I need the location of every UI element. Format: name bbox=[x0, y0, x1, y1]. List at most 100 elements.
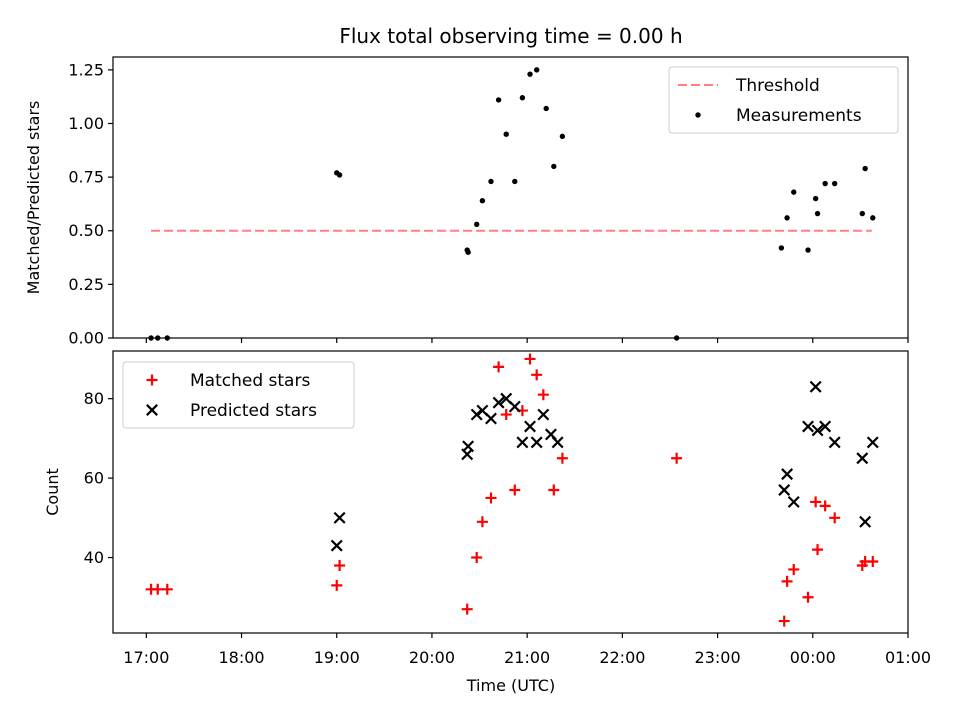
measurement-point bbox=[791, 189, 797, 195]
matched-star-point bbox=[461, 603, 473, 615]
measurement-point bbox=[822, 180, 828, 187]
matched-star-point bbox=[810, 496, 822, 508]
matched-star-point bbox=[331, 579, 343, 591]
matched-star-point bbox=[500, 409, 512, 421]
legend-measurement-swatch bbox=[695, 112, 701, 118]
x-tick-label: 00:00 bbox=[790, 648, 836, 667]
matched-star-point bbox=[531, 369, 543, 381]
matched-star-point bbox=[493, 361, 505, 373]
chart-title: Flux total observing time = 0.00 h bbox=[339, 24, 682, 48]
measurement-point bbox=[533, 67, 540, 73]
matched-star-point bbox=[867, 556, 879, 568]
legend-matched-swatch bbox=[146, 374, 158, 386]
predicted-star-point bbox=[551, 436, 564, 449]
matched-star-point bbox=[781, 575, 793, 587]
predicted-star-point bbox=[537, 408, 550, 421]
predicted-star-point bbox=[809, 380, 822, 393]
x-tick-label: 17:00 bbox=[123, 648, 169, 667]
x-tick-label: 19:00 bbox=[314, 648, 360, 667]
measurement-point bbox=[812, 195, 819, 202]
measurement-point bbox=[778, 245, 785, 251]
predicted-star-point bbox=[819, 420, 832, 433]
y-tick-label: 0.75 bbox=[68, 168, 104, 187]
legend-predicted-swatch bbox=[146, 404, 158, 416]
measurement-point bbox=[474, 221, 480, 228]
measurement-point bbox=[784, 215, 790, 221]
measurement-point bbox=[862, 165, 868, 172]
y-axis-label: Count bbox=[43, 468, 62, 516]
y-tick-label: 1.00 bbox=[68, 114, 104, 133]
matched-star-point bbox=[548, 484, 560, 496]
matched-star-point bbox=[778, 615, 790, 627]
legend-label: Matched stars bbox=[190, 371, 310, 391]
legend-label: Measurements bbox=[736, 106, 862, 126]
matched-star-point bbox=[334, 559, 346, 571]
matched-star-point bbox=[537, 389, 549, 401]
measurement-point bbox=[503, 131, 509, 137]
y-tick-label: 0.25 bbox=[68, 275, 104, 294]
measurement-point bbox=[551, 163, 557, 170]
predicted-star-point bbox=[811, 424, 824, 437]
predicted-star-point bbox=[524, 420, 536, 433]
measurement-point bbox=[543, 105, 549, 112]
measurement-point bbox=[488, 178, 494, 185]
y-tick-label: 60 bbox=[84, 469, 104, 488]
legend-box bbox=[668, 66, 899, 134]
predicted-star-point bbox=[330, 539, 343, 552]
predicted-star-point bbox=[470, 408, 483, 421]
predicted-star-point bbox=[802, 420, 815, 433]
measurement-point bbox=[814, 210, 821, 217]
measurement-point bbox=[805, 247, 811, 253]
matched-star-point bbox=[671, 452, 683, 464]
y-tick-label: 80 bbox=[84, 389, 104, 408]
matched-star-point bbox=[829, 512, 841, 524]
y-axis-label: Matched/Predicted stars bbox=[24, 101, 43, 295]
predicted-star-point bbox=[781, 468, 794, 481]
measurement-point bbox=[559, 133, 566, 140]
legend-box bbox=[122, 361, 355, 429]
matched-star-point bbox=[152, 583, 164, 595]
matched-star-point bbox=[476, 516, 488, 528]
axes-frame bbox=[112, 56, 909, 339]
x-axis-label: Time (UTC) bbox=[466, 676, 555, 695]
matched-star-point bbox=[509, 484, 521, 496]
measurement-point bbox=[512, 178, 518, 185]
matched-star-point bbox=[485, 492, 497, 504]
y-tick-label: 0.50 bbox=[68, 221, 104, 240]
y-tick-label: 0.00 bbox=[68, 329, 104, 348]
measurement-point bbox=[465, 249, 471, 255]
predicted-star-point bbox=[778, 484, 791, 496]
predicted-star-point bbox=[462, 440, 475, 453]
predicted-star-point bbox=[787, 495, 800, 508]
measurement-point bbox=[527, 71, 533, 77]
measurement-point bbox=[870, 215, 876, 221]
matched-star-point bbox=[812, 544, 824, 556]
legend-label: Threshold bbox=[735, 76, 820, 96]
y-tick-label: 1.25 bbox=[68, 60, 104, 79]
measurement-point bbox=[336, 172, 343, 178]
matched-star-point bbox=[819, 500, 831, 512]
x-tick-label: 22:00 bbox=[599, 648, 645, 667]
matched-star-point bbox=[471, 552, 483, 564]
predicted-star-point bbox=[856, 452, 869, 465]
y-tick-label: 40 bbox=[84, 548, 104, 567]
predicted-star-point bbox=[492, 396, 505, 409]
predicted-star-point bbox=[333, 511, 346, 524]
legend-label: Predicted stars bbox=[190, 401, 317, 421]
x-tick-label: 23:00 bbox=[695, 648, 741, 667]
predicted-star-point bbox=[828, 436, 841, 449]
predicted-star-point bbox=[485, 412, 497, 425]
matched-star-point bbox=[788, 563, 800, 575]
predicted-star-point bbox=[516, 436, 529, 449]
predicted-star-point bbox=[859, 515, 872, 528]
measurement-point bbox=[831, 180, 838, 187]
matched-star-point bbox=[556, 452, 568, 464]
measurement-point bbox=[519, 95, 526, 101]
measurement-point bbox=[495, 97, 502, 103]
x-tick-label: 01:00 bbox=[885, 648, 931, 667]
measurement-point bbox=[859, 210, 865, 217]
predicted-star-point bbox=[530, 436, 543, 449]
count-panel: 40 60 80 17:00 18:00 19:00 20:00 21:00 22:00 23:0… bbox=[43, 350, 931, 667]
measurement-point bbox=[479, 198, 486, 204]
